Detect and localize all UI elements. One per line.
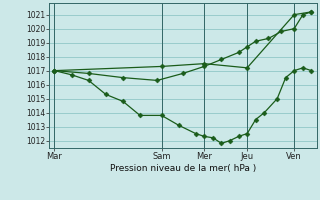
X-axis label: Pression niveau de la mer( hPa ): Pression niveau de la mer( hPa ) [110, 164, 256, 173]
